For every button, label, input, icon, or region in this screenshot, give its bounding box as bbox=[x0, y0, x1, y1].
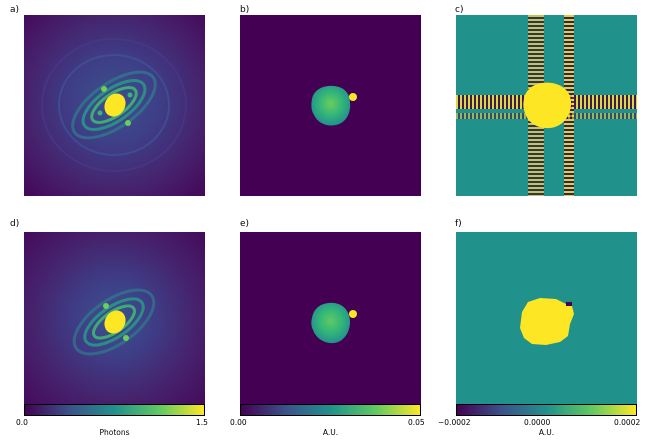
panel-label-f: f) bbox=[455, 219, 462, 229]
panel-label-d: d) bbox=[10, 219, 20, 229]
colorbar-left-tick-min: 0.0 bbox=[16, 418, 28, 427]
colorbar-left-tick-max: 1.5 bbox=[196, 418, 208, 427]
panel-label-c: c) bbox=[455, 5, 464, 15]
colorbar-middle-title: A.U. bbox=[322, 428, 339, 437]
colorbar-right-tick-max: 0.0002 bbox=[614, 418, 641, 427]
colorbar-right-title: A.U. bbox=[538, 428, 555, 437]
panel-f-difference-image bbox=[456, 232, 637, 413]
panel-label-a: a) bbox=[10, 5, 20, 15]
panel-c-difference-image bbox=[456, 15, 637, 196]
colorbar-middle bbox=[240, 404, 421, 416]
panel-b-object-image bbox=[240, 15, 421, 196]
panel-label-b: b) bbox=[240, 5, 250, 15]
colorbar-middle-tick-max: 0.05 bbox=[408, 418, 425, 427]
colorbar-right bbox=[456, 404, 637, 416]
colorbar-right-tick-mid: 0.0000 bbox=[524, 418, 551, 427]
colorbar-middle-tick-min: 0.00 bbox=[230, 418, 247, 427]
panel-a-diffraction-image bbox=[24, 15, 205, 196]
colorbar-left-title: Photons bbox=[99, 428, 130, 437]
panel-label-e: e) bbox=[240, 219, 250, 229]
panel-d-diffraction-image bbox=[24, 232, 205, 413]
colorbar-right-tick-min: −0.0002 bbox=[438, 418, 471, 427]
panel-e-object-image bbox=[240, 232, 421, 413]
colorbar-left bbox=[24, 404, 205, 416]
